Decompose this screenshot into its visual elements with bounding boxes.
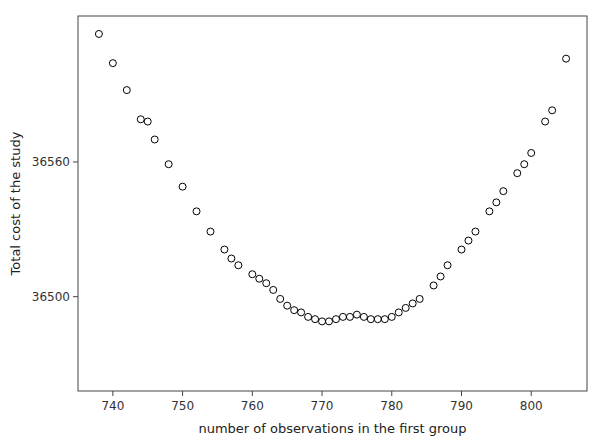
point (339, 313, 346, 320)
x-tick (182, 391, 183, 396)
point (235, 262, 242, 269)
point (353, 311, 360, 318)
point (95, 30, 102, 37)
x-tick-label: 740 (101, 399, 124, 413)
plot-frame (78, 16, 587, 391)
point (298, 309, 305, 316)
point (151, 136, 158, 143)
point (284, 302, 291, 309)
x-tick (461, 391, 462, 396)
point (458, 246, 465, 253)
point (395, 309, 402, 316)
point (277, 295, 284, 302)
point (514, 170, 521, 177)
x-tick-label: 760 (241, 399, 264, 413)
y-axis-label: Total cost of the study (8, 131, 23, 276)
plot-background (78, 16, 587, 391)
point (409, 300, 416, 307)
point (249, 271, 256, 278)
x-tick (322, 391, 323, 396)
x-axis-label: number of observations in the first grou… (198, 421, 466, 436)
point (444, 262, 451, 269)
point (374, 316, 381, 323)
x-tick-label: 770 (311, 399, 334, 413)
x-tick-label: 800 (520, 399, 543, 413)
point (367, 316, 374, 323)
point (388, 313, 395, 320)
point (416, 295, 423, 302)
point (521, 161, 528, 168)
y-tick-label: 36500 (32, 290, 70, 304)
point (346, 313, 353, 320)
point (256, 275, 263, 282)
point (563, 55, 570, 62)
x-tick (252, 391, 253, 396)
point (193, 208, 200, 215)
point (207, 228, 214, 235)
point (472, 228, 479, 235)
point (228, 255, 235, 262)
point (123, 87, 130, 94)
point (332, 316, 339, 323)
point (381, 316, 388, 323)
point (500, 188, 507, 195)
x-tick-label: 790 (450, 399, 473, 413)
point (305, 313, 312, 320)
x-tick (112, 391, 113, 396)
point (430, 282, 437, 289)
x-tick-label: 780 (380, 399, 403, 413)
point (221, 246, 228, 253)
point (144, 118, 151, 125)
point (319, 318, 326, 325)
point (549, 107, 556, 114)
point (165, 161, 172, 168)
point (402, 304, 409, 311)
point (263, 280, 270, 287)
point (270, 286, 277, 293)
y-tick (73, 296, 78, 297)
point (493, 199, 500, 206)
point (542, 118, 549, 125)
x-tick-label: 750 (171, 399, 194, 413)
point (437, 273, 444, 280)
point (137, 116, 144, 123)
x-tick (531, 391, 532, 396)
point (179, 183, 186, 190)
point (326, 318, 333, 325)
points (95, 30, 569, 324)
y-tick-label: 36560 (32, 155, 70, 169)
point (109, 60, 116, 67)
point (528, 149, 535, 156)
point (360, 313, 367, 320)
x-tick (391, 391, 392, 396)
point (312, 316, 319, 323)
point (291, 307, 298, 314)
point (465, 237, 472, 244)
chart: 740 750 760 770 780 790 800 36500 36560 number of… (0, 0, 605, 447)
y-tick (73, 161, 78, 162)
point (486, 208, 493, 215)
